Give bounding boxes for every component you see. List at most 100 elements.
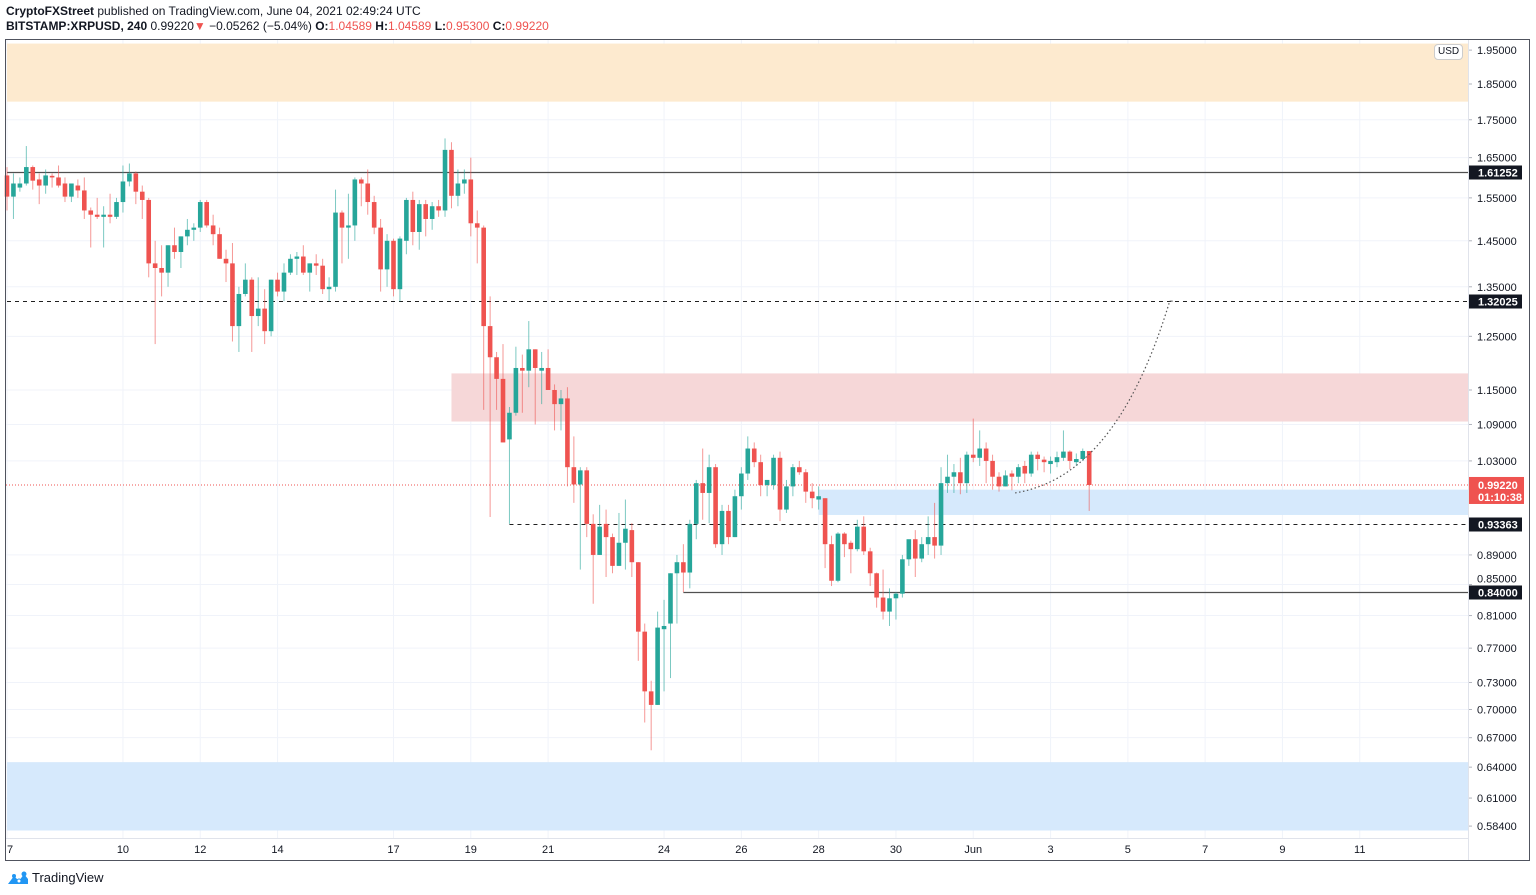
candle-body	[494, 357, 499, 379]
candle-body	[693, 483, 699, 524]
candle	[75, 179, 81, 198]
candle-body	[925, 537, 931, 545]
candle-body	[101, 214, 106, 217]
bar-countdown-label: 01:10:38	[1478, 492, 1522, 504]
candle-body	[36, 179, 42, 186]
candle	[243, 263, 248, 297]
candle	[590, 514, 596, 604]
candle	[82, 177, 87, 219]
candle-body	[539, 367, 544, 371]
candle-body	[120, 181, 126, 203]
candle-body	[404, 199, 409, 241]
candle-body	[610, 537, 615, 566]
candle-body	[661, 625, 667, 630]
candle	[210, 214, 216, 246]
candle	[835, 532, 841, 583]
candle-body	[230, 263, 235, 327]
candle	[49, 173, 55, 188]
candle-body	[288, 258, 293, 273]
current-price-label: 0.99220	[1478, 480, 1518, 492]
candle	[384, 234, 390, 287]
low-label: L:	[434, 19, 447, 33]
date-tick-label: 12	[194, 844, 206, 856]
candle-body	[262, 308, 267, 332]
candle	[133, 171, 139, 205]
close-value: 0.99220	[505, 19, 549, 33]
date-tick-label: 7	[7, 844, 13, 856]
candle-body	[346, 225, 351, 228]
candle	[333, 189, 338, 292]
open-value: 1.04589	[328, 19, 372, 33]
candle	[371, 195, 377, 235]
candle-body	[732, 496, 738, 538]
candle-body	[681, 562, 686, 573]
zones	[7, 43, 1469, 831]
candle	[204, 199, 209, 228]
candle	[391, 238, 396, 297]
candle	[339, 210, 345, 264]
candle-body	[326, 286, 332, 290]
author: CryptoFXStreet	[6, 4, 95, 18]
candle	[848, 540, 854, 574]
candle	[958, 457, 963, 495]
candle-body	[655, 627, 660, 705]
candle-body	[339, 212, 345, 228]
candle	[62, 177, 68, 203]
candle-body	[603, 523, 609, 538]
candle-body	[906, 539, 912, 560]
date-tick-label: 14	[271, 844, 283, 856]
candle-body	[642, 631, 648, 692]
candle	[571, 436, 577, 503]
candle-body	[217, 234, 222, 259]
candle-body	[822, 498, 828, 545]
candle	[127, 163, 132, 187]
candle	[629, 523, 635, 578]
candle-body	[507, 412, 512, 440]
candle-body	[75, 185, 81, 191]
currency-badge[interactable]: USD	[1434, 44, 1464, 60]
candle-body	[107, 214, 113, 217]
candle	[655, 611, 660, 705]
candle	[1009, 470, 1015, 491]
date-tick-label: 3	[1047, 844, 1053, 856]
candle-body	[358, 179, 364, 184]
candle-body	[590, 523, 596, 555]
candle-body	[468, 179, 474, 224]
time-axis[interactable]	[6, 838, 1468, 860]
candle	[545, 349, 551, 390]
price-axis-labels: 1.61252 1.32025 0.93363 0.84000 0.9922001:10…	[1469, 165, 1524, 600]
candle-body	[307, 263, 313, 273]
candle-body	[1074, 459, 1079, 463]
candle-body	[1016, 467, 1021, 477]
candle-body	[867, 551, 873, 574]
time-axis-ticks: 7 10 12 14 17 19 21 24 26 28 30 Jun 3 5 7 9 11	[7, 844, 1365, 856]
price-tick-label: 1.25000	[1477, 331, 1517, 343]
open-label: O:	[315, 19, 329, 33]
candle	[874, 572, 879, 608]
candle-body	[455, 183, 461, 196]
candle-body	[919, 544, 925, 559]
high-label: H:	[375, 19, 388, 33]
candle	[107, 193, 113, 224]
candle-body	[481, 227, 486, 327]
candle	[165, 245, 171, 287]
candle-body	[146, 199, 152, 264]
candle-body	[449, 149, 454, 196]
candle-body	[848, 542, 854, 550]
candle	[610, 533, 615, 574]
candle	[178, 236, 184, 268]
price-tick-label: 0.73000	[1477, 677, 1517, 689]
candle-body	[133, 173, 139, 192]
candle-body	[56, 177, 61, 186]
candle	[532, 349, 538, 425]
candle-body	[371, 202, 377, 228]
candle	[558, 389, 564, 431]
candle	[816, 486, 821, 510]
candle-body	[526, 349, 532, 371]
candle-body	[24, 167, 29, 184]
candle	[114, 197, 119, 219]
top-zone	[7, 43, 1468, 102]
candle	[191, 223, 197, 241]
candle-body	[1041, 459, 1047, 463]
